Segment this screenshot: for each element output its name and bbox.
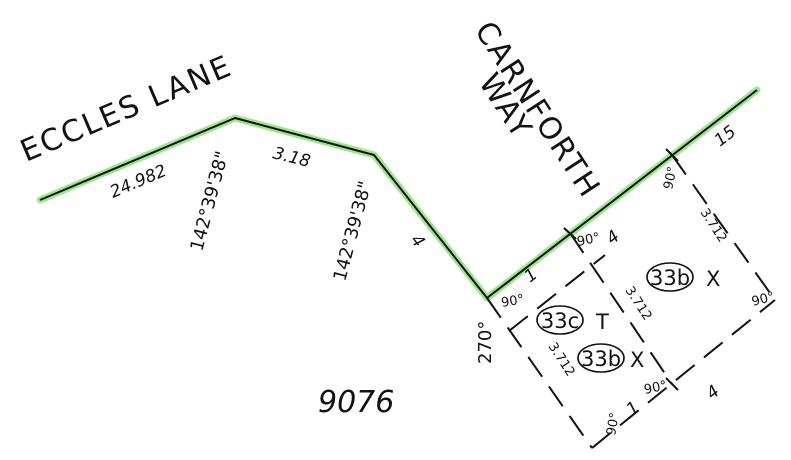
- dimension-unit-short: 1: [623, 398, 644, 420]
- angle-90-middle: 90°: [576, 230, 602, 249]
- unit-boundary-middle: [569, 232, 673, 385]
- unit-boundary-bottom: [591, 299, 776, 449]
- unit-33c-id: 33c: [541, 309, 579, 333]
- boundary-tick-bottom: [665, 377, 679, 391]
- angle-90-bottom: 90°: [643, 378, 669, 397]
- dimension-unit-top: 4: [603, 227, 624, 249]
- lot-boundary: [39, 89, 758, 299]
- bearing-right: 142°39'38": [330, 179, 377, 283]
- unit-33b-lower-id: 33b: [581, 347, 621, 371]
- unit-boundaries: [486, 148, 776, 449]
- angle-270: 270°: [475, 321, 496, 364]
- unit-33b-upper-mark: X: [706, 267, 720, 291]
- angle-90-lower: 90°: [604, 411, 623, 436]
- street-name-eccles: ECCLES LANE: [15, 49, 237, 170]
- bearing-left: 142°39'38": [187, 149, 234, 253]
- unit-boundary-inner: [508, 254, 606, 332]
- dimension-splay: 3.18: [271, 143, 313, 172]
- dimension-unit-bottom: 4: [703, 382, 724, 404]
- dimension-unit-right: 3.712: [697, 206, 730, 245]
- boundary-tick-top: [665, 148, 679, 162]
- lot-number: 9076: [318, 385, 394, 420]
- angle-90-top: 90°: [661, 165, 680, 191]
- unit-boundary-left: [486, 297, 593, 449]
- dimension-carnforth-short: 1: [521, 265, 542, 287]
- dimension-diagonal: 4: [406, 231, 428, 252]
- unit-33b-upper: 33b X: [646, 262, 720, 292]
- unit-33c-mark: T: [595, 310, 609, 334]
- unit-33b-upper-id: 33b: [650, 266, 690, 290]
- boundary-tick-middle: [563, 227, 577, 240]
- unit-33c: 33c T: [536, 305, 609, 335]
- dimension-unit-left: 3.712: [545, 340, 578, 379]
- unit-33b-lower: 33b X: [577, 343, 644, 373]
- unit-33b-lower-mark: X: [630, 348, 644, 372]
- angle-90-corner: 90°: [500, 292, 525, 311]
- unit-boundary-right: [671, 154, 776, 301]
- angle-90-right: 90°: [750, 289, 776, 309]
